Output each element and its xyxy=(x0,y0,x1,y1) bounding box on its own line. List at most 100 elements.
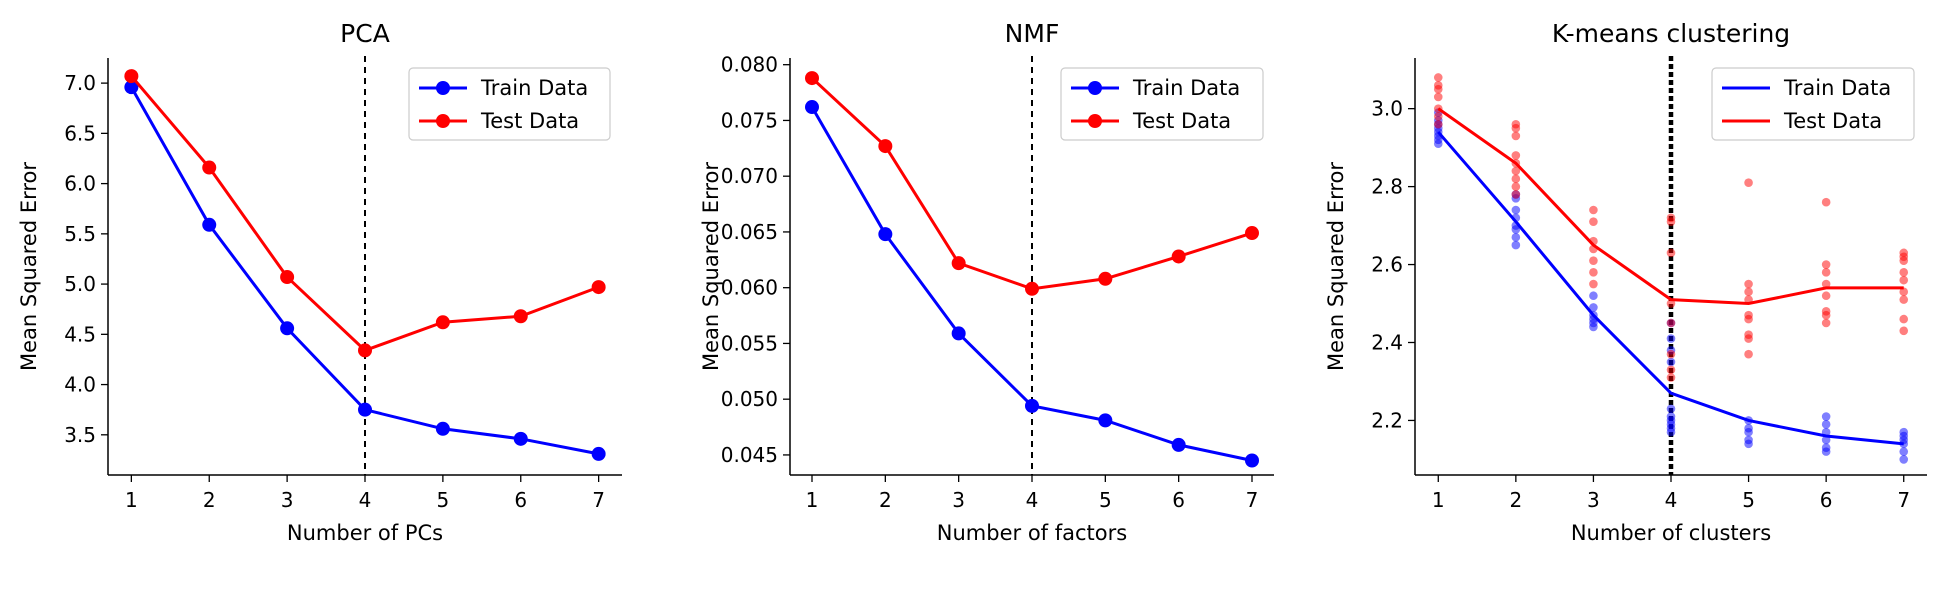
pca-x-axis-label: Number of PCs xyxy=(287,521,443,545)
kmeans-y-tick-label: 2.4 xyxy=(1371,330,1403,354)
pca-x-tick-label: 2 xyxy=(203,488,216,512)
nmf-y-tick-label: 0.080 xyxy=(721,53,778,77)
kmeans-y-axis-label: Mean Squared Error xyxy=(1324,162,1348,371)
kmeans-test-data-scatter-point xyxy=(1666,318,1676,328)
pca-train-data-point xyxy=(591,446,606,461)
kmeans-train-data-scatter-point xyxy=(1744,435,1753,445)
kmeans-test-data-scatter-point xyxy=(1821,291,1831,301)
kmeans-train-data-scatter-point xyxy=(1821,435,1831,445)
pca-y-tick-label: 3.5 xyxy=(64,423,96,447)
kmeans-test-data-scatter-point xyxy=(1666,365,1676,375)
pca-train-data-point xyxy=(358,402,372,417)
pca-train-data-point xyxy=(513,431,528,446)
pca-test-data-point xyxy=(358,343,372,358)
kmeans-test-data-scatter-point xyxy=(1899,314,1909,324)
kmeans-test-data-scatter-point xyxy=(1821,260,1831,269)
kmeans-x-tick-label: 2 xyxy=(1509,488,1522,512)
pca-panel: 1 2 3 4 5 6 7 3.5 4.0 4.5 5.0 5.5 6.0 6.5 7.0 PCA Numbe… xyxy=(17,19,622,545)
pca-y-tick-label: 7.0 xyxy=(64,71,96,95)
kmeans-test-data-scatter-point xyxy=(1511,151,1521,160)
pca-y-axis-label: Mean Squared Error xyxy=(17,162,41,371)
pca-x-tick-label: 4 xyxy=(359,488,372,512)
kmeans-test-data-scatter-point xyxy=(1899,295,1909,304)
kmeans-test-data-scatter-point xyxy=(1744,310,1753,320)
nmf-y-tick-label: 0.075 xyxy=(721,108,778,132)
nmf-train-data-point xyxy=(951,326,966,341)
kmeans-train-data-scatter-point xyxy=(1666,334,1676,343)
kmeans-x-tick-label: 5 xyxy=(1742,488,1755,512)
kmeans-train-data-line xyxy=(1437,131,1904,446)
kmeans-test-data-scatter-point xyxy=(1899,268,1909,277)
pca-test-data-point xyxy=(435,315,450,330)
kmeans-legend-test-label: Test Data xyxy=(1783,109,1882,133)
nmf-y-tick-label: 0.050 xyxy=(721,387,778,411)
pca-test-data-point xyxy=(202,160,217,175)
nmf-test-data-point xyxy=(951,256,966,271)
kmeans-test-data-scatter-point xyxy=(1589,217,1598,226)
nmf-x-tick-label: 4 xyxy=(1026,488,1039,512)
kmeans-test-data-scatter-point xyxy=(1666,349,1676,359)
kmeans-y-tick-label: 2.2 xyxy=(1371,408,1403,432)
kmeans-x-tick-label: 3 xyxy=(1587,488,1600,512)
kmeans-test-data-scatter-point xyxy=(1821,318,1831,328)
pca-title: PCA xyxy=(340,19,390,48)
nmf-train-data-point xyxy=(805,100,819,115)
nmf-panel: 1 2 3 4 5 6 7 0.045 0.050 0.055 0.060 0.065 0.070 0.0… xyxy=(699,19,1274,545)
kmeans-test-data-scatter-point xyxy=(1433,112,1443,121)
kmeans-title: K-means clustering xyxy=(1552,19,1790,48)
kmeans-x-axis-label: Number of clusters xyxy=(1571,521,1771,545)
pca-y-tick-label: 4.5 xyxy=(64,322,96,346)
kmeans-test-data-scatter-point xyxy=(1666,248,1676,258)
kmeans-train-data-scatter-point xyxy=(1899,455,1909,464)
nmf-legend-train-label: Train Data xyxy=(1132,76,1240,100)
nmf-legend-test-data-marker xyxy=(1088,114,1102,128)
pca-train-data-point xyxy=(435,421,450,436)
pca-train-data-point xyxy=(280,321,295,336)
pca-test-data-point xyxy=(280,270,295,285)
kmeans-test-data-scatter-point xyxy=(1666,373,1676,382)
kmeans-test-data-scatter-point xyxy=(1511,131,1521,141)
kmeans-test-data-scatter-point xyxy=(1899,287,1909,297)
pca-x-tick-label: 5 xyxy=(437,488,450,512)
kmeans-test-data-scatter-point xyxy=(1744,279,1753,289)
kmeans-test-data-scatter-point xyxy=(1821,307,1831,316)
nmf-test-data-point xyxy=(1025,281,1039,296)
kmeans-train-data-scatter-point xyxy=(1666,404,1676,414)
kmeans-legend-train-label: Train Data xyxy=(1783,76,1891,100)
nmf-test-data-point xyxy=(1171,249,1186,264)
nmf-y-tick-label: 0.060 xyxy=(721,276,778,300)
nmf-test-data-point xyxy=(878,139,893,154)
kmeans-test-data-scatter-point xyxy=(1821,279,1831,289)
kmeans-train-data-scatter-point xyxy=(1899,447,1909,456)
kmeans-test-data-scatter-point xyxy=(1433,119,1443,129)
kmeans-x-tick-label: 6 xyxy=(1820,488,1833,512)
kmeans-y-tick-label: 3.0 xyxy=(1371,97,1403,121)
kmeans-train-data-scatter-point xyxy=(1511,240,1521,250)
kmeans-train-data-scatter-point xyxy=(1821,443,1831,453)
kmeans-train-data-scatter-point xyxy=(1589,303,1598,312)
nmf-test-data-point xyxy=(805,71,819,86)
kmeans-test-data-scatter-point xyxy=(1511,190,1521,199)
kmeans-train-data-scatter-point xyxy=(1589,291,1598,301)
nmf-x-tick-label: 3 xyxy=(952,488,965,512)
pca-legend-test-label: Test Data xyxy=(480,109,579,133)
kmeans-train-data-scatter-point xyxy=(1511,232,1521,242)
kmeans-test-data-line xyxy=(1437,107,1904,306)
nmf-y-tick-label: 0.065 xyxy=(721,220,778,244)
pca-train-data-point xyxy=(202,217,217,232)
nmf-y-tick-label: 0.055 xyxy=(721,331,778,355)
kmeans-test-data-scatter-point xyxy=(1433,92,1443,102)
kmeans-test-data-scatter-point xyxy=(1821,268,1831,277)
kmeans-test-data-scatter-point xyxy=(1899,275,1909,285)
nmf-title: NMF xyxy=(1005,19,1060,48)
kmeans-test-data-scatter-point xyxy=(1744,178,1753,188)
kmeans-test-data-scatter-point xyxy=(1433,73,1443,82)
pca-legend-train-label: Train Data xyxy=(480,76,588,100)
pca-y-tick-label: 6.5 xyxy=(64,121,96,145)
kmeans-y-tick-label: 2.8 xyxy=(1371,175,1403,199)
nmf-x-axis-label: Number of factors xyxy=(937,521,1127,545)
pca-x-tick-label: 3 xyxy=(281,488,294,512)
kmeans-test-data-scatter-point xyxy=(1666,299,1676,308)
pca-test-data-point xyxy=(124,69,139,84)
